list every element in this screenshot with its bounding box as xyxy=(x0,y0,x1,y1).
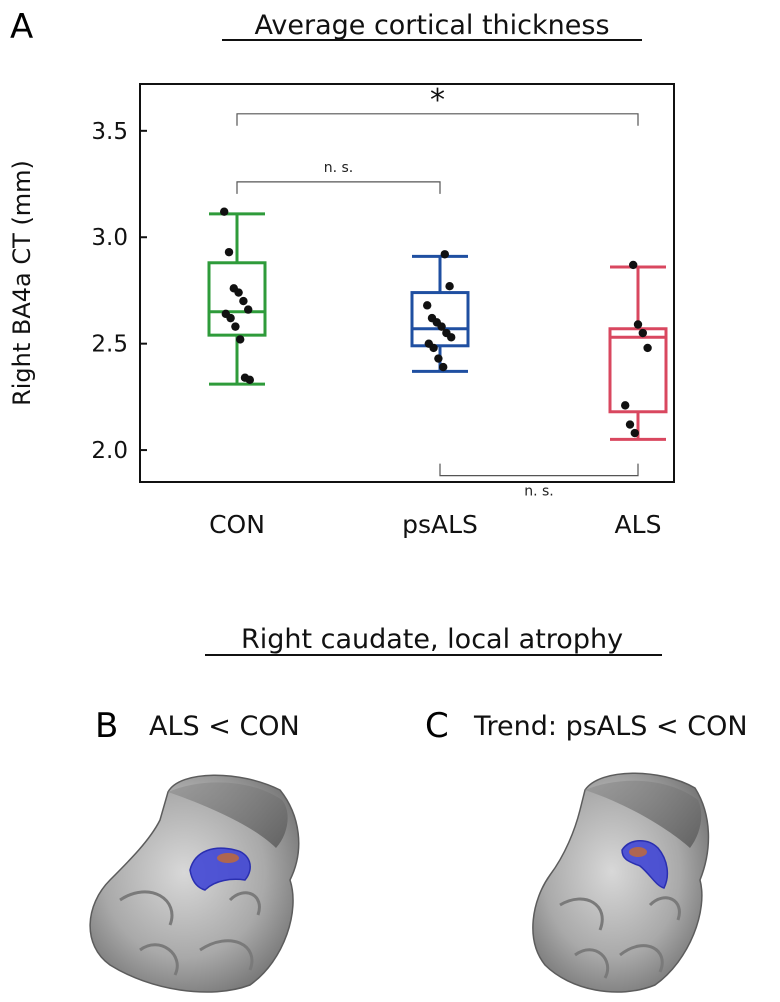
box-con xyxy=(207,207,267,386)
box-iqr xyxy=(207,261,267,337)
data-point xyxy=(445,281,454,291)
brain-render-b xyxy=(89,774,300,993)
panel-a-title: Average cortical thickness xyxy=(254,10,609,41)
box-iqr xyxy=(410,291,470,348)
data-point xyxy=(625,420,635,429)
bracket-con-psals: n. s. xyxy=(236,160,441,194)
data-point xyxy=(245,375,254,385)
data-point xyxy=(220,207,229,216)
y-axis: 2.0 2.5 3.0 3.5 xyxy=(91,119,147,464)
panel-b-letter: B xyxy=(95,706,118,746)
bracket-label: * xyxy=(430,83,445,118)
data-point xyxy=(226,313,235,323)
y-tick-label: 2.0 xyxy=(91,438,128,464)
panel-c-letter: C xyxy=(425,706,449,746)
box-psals xyxy=(410,250,470,373)
brain-render-c xyxy=(532,772,710,993)
y-tick-label: 3.5 xyxy=(91,119,128,145)
data-point xyxy=(630,428,639,438)
category-labels: CON psALS ALS xyxy=(209,510,661,539)
data-point xyxy=(434,354,443,363)
bracket-psals-als: n. s. xyxy=(439,463,639,500)
y-tick-label: 2.5 xyxy=(91,332,128,358)
bracket-label: n. s. xyxy=(524,484,554,500)
data-point xyxy=(621,401,630,410)
y-axis-label: Right BA4a CT (mm) xyxy=(8,160,36,406)
category-label: ALS xyxy=(615,510,662,539)
category-label: CON xyxy=(209,510,265,539)
data-point xyxy=(643,343,652,353)
bracket-label: n. s. xyxy=(324,160,354,176)
data-point xyxy=(429,343,438,353)
data-point xyxy=(447,333,456,342)
panel-a-letter: A xyxy=(10,7,33,47)
panel-c-label: Trend: psALS < CON xyxy=(473,711,748,742)
panel-bc-title: Right caudate, local atrophy xyxy=(241,624,623,655)
data-point xyxy=(629,260,638,270)
data-point xyxy=(236,335,245,344)
box-als xyxy=(608,260,668,441)
bracket-line xyxy=(236,181,441,194)
data-point xyxy=(633,320,643,329)
data-point xyxy=(440,250,449,259)
data-point xyxy=(439,362,448,372)
plot-frame xyxy=(139,83,675,483)
bracket-line xyxy=(236,113,639,126)
data-point xyxy=(224,247,234,257)
y-tick-label: 3.0 xyxy=(91,225,128,251)
box-plots xyxy=(207,207,668,441)
data-point xyxy=(234,288,243,297)
bracket-con-als: * xyxy=(236,83,639,126)
atrophy-spot-c xyxy=(629,847,647,857)
bracket-line xyxy=(439,463,639,477)
data-point xyxy=(231,322,240,331)
panel-b-label: ALS < CON xyxy=(149,711,300,742)
data-point xyxy=(239,296,248,306)
significance-brackets: * n. s. n. s. xyxy=(236,83,639,500)
box-iqr xyxy=(608,327,668,414)
atrophy-spot-b xyxy=(217,853,239,863)
data-point xyxy=(638,328,647,338)
data-point xyxy=(437,322,446,331)
data-point xyxy=(244,305,253,314)
data-point xyxy=(423,301,432,310)
category-label: psALS xyxy=(402,510,478,539)
